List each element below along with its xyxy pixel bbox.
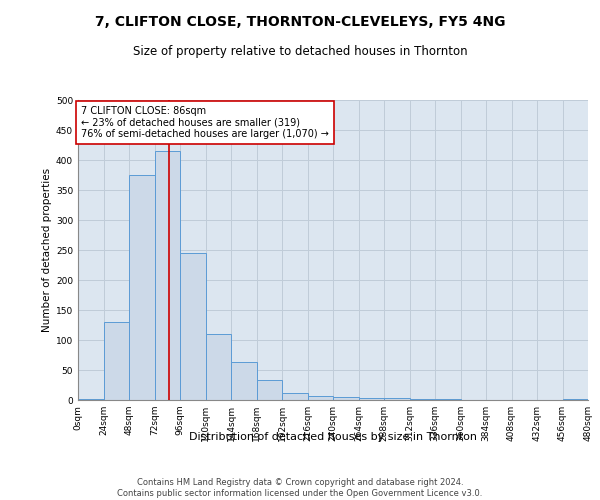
Bar [231,362,257,400]
Bar [257,380,282,400]
Text: 7 CLIFTON CLOSE: 86sqm
← 23% of detached houses are smaller (319)
76% of semi-de: 7 CLIFTON CLOSE: 86sqm ← 23% of detached… [81,106,329,139]
Text: 7, CLIFTON CLOSE, THORNTON-CLEVELEYS, FY5 4NG: 7, CLIFTON CLOSE, THORNTON-CLEVELEYS, FY… [95,15,505,29]
Bar [333,397,359,400]
Bar [180,253,205,400]
Text: Contains HM Land Registry data © Crown copyright and database right 2024.
Contai: Contains HM Land Registry data © Crown c… [118,478,482,498]
Bar [78,399,104,400]
Bar [308,396,333,400]
Bar [359,398,384,400]
Bar [155,151,180,400]
Y-axis label: Number of detached properties: Number of detached properties [42,168,52,332]
Bar [282,393,308,400]
Bar [104,322,129,400]
Text: Distribution of detached houses by size in Thornton: Distribution of detached houses by size … [189,432,477,442]
Bar [205,334,231,400]
Bar [384,398,409,400]
Text: Size of property relative to detached houses in Thornton: Size of property relative to detached ho… [133,45,467,58]
Bar [129,175,155,400]
